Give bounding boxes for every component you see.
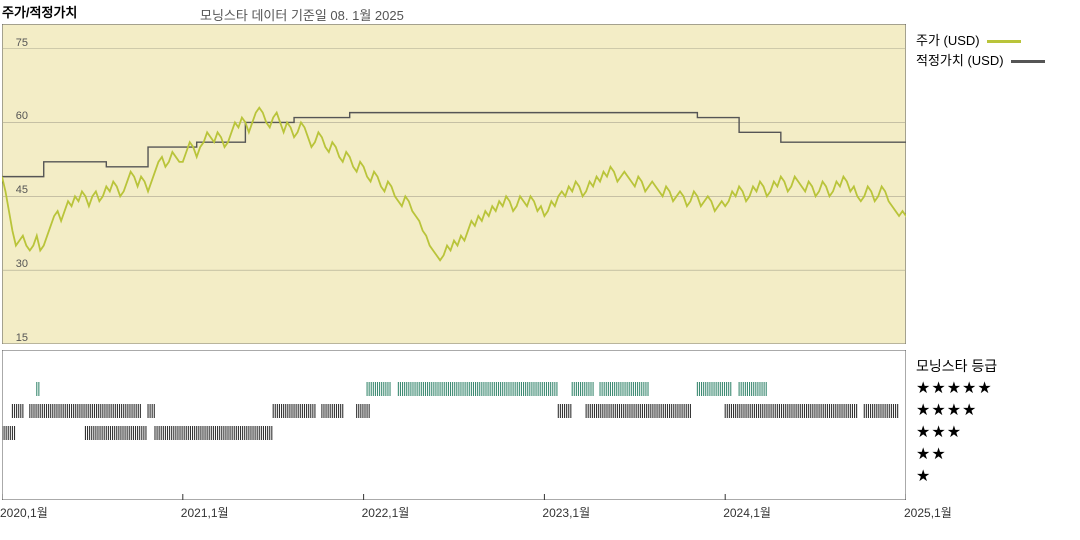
x-tick-label: 2024,1월 <box>723 504 771 521</box>
rating-stars-row: ★★★★★ <box>916 378 993 398</box>
rating-chart <box>2 350 906 500</box>
y-tick-label: 60 <box>4 110 28 122</box>
x-tick-label: 2022,1월 <box>362 504 410 521</box>
chart-subtitle: 모닝스타 데이터 기준일 08. 1월 2025 <box>200 5 404 24</box>
y-tick-label: 15 <box>4 332 28 344</box>
legend-fair-label: 적정가치 (USD) <box>916 53 1004 68</box>
y-tick-label: 30 <box>4 258 28 270</box>
x-tick-label: 2025,1월 <box>904 504 952 521</box>
rating-title: 모닝스타 등급 <box>916 356 997 376</box>
y-tick-label: 75 <box>4 37 28 49</box>
rating-stars-row: ★ <box>916 466 931 486</box>
x-tick-label: 2023,1월 <box>542 504 590 521</box>
x-tick-label: 2021,1월 <box>181 504 229 521</box>
legend-fair: 적정가치 (USD) <box>916 50 1045 69</box>
x-tick-label: 2020,1월 <box>0 504 48 521</box>
legend-price-swatch <box>987 40 1021 43</box>
y-tick-label: 45 <box>4 184 28 196</box>
rating-stars-row: ★★★★ <box>916 400 977 420</box>
chart-title: 주가/적정가치 <box>2 2 77 21</box>
price-fair-chart <box>2 24 906 344</box>
legend-price-label: 주가 (USD) <box>916 33 980 48</box>
legend-fair-swatch <box>1011 60 1045 63</box>
legend-price: 주가 (USD) <box>916 30 1021 49</box>
rating-stars-row: ★★★ <box>916 422 962 442</box>
rating-stars-row: ★★ <box>916 444 947 464</box>
